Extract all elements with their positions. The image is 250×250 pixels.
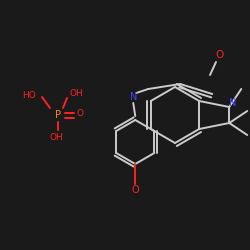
Text: N: N: [130, 92, 137, 102]
Text: P: P: [55, 110, 61, 120]
Text: N: N: [228, 98, 236, 108]
Text: O: O: [76, 108, 84, 118]
Text: HO: HO: [22, 90, 36, 100]
Text: O: O: [216, 50, 224, 60]
Text: O: O: [132, 185, 139, 195]
Text: OH: OH: [49, 132, 63, 141]
Text: OH: OH: [70, 88, 84, 98]
